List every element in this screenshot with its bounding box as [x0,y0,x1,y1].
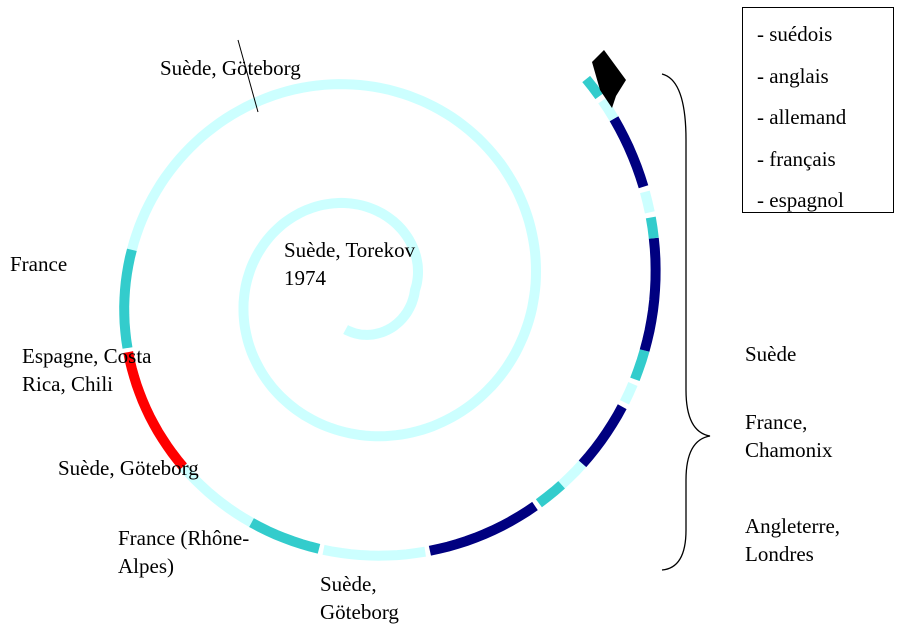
right-label: Angleterre, Londres [745,514,841,566]
legend-item: - suédois [757,22,833,46]
spiral-segment [630,349,650,382]
label: Suède, Göteborg [58,456,199,480]
label: Espagne, Costa Rica, Chili [22,344,152,396]
legend-item: - français [757,146,836,171]
spiral-segment [428,501,538,556]
spiral-segment [535,480,565,508]
legend-item: - espagnol [757,188,844,212]
spiral-segment [249,518,321,554]
pointer-line [237,39,259,113]
right-label: France, Chamonix [745,410,833,462]
spiral-segment [127,79,542,442]
label: Suède, Torekov 1974 [284,238,416,290]
spiral-segment [558,460,587,489]
label: Suède, Göteborg [160,56,301,80]
label: France [10,252,68,276]
spiral-segment [609,116,649,189]
brace [661,73,711,571]
legend-item: - anglais [757,63,829,88]
legend: - suédois - anglais - allemand - françai… [742,7,894,213]
spiral-segment [123,351,188,470]
spiral-segment [578,404,627,468]
spiral-segment [640,190,655,214]
spiral-segment [582,75,604,100]
right-label: Suède [745,342,797,366]
spiral-segment [179,463,255,527]
label: France (Rhône-Alpes) [118,526,250,578]
spiral [119,75,661,561]
arrow-head [592,50,626,108]
spiral-segment [645,216,659,239]
legend-item: - allemand [757,105,847,129]
spiral-segment [598,97,619,122]
spiral-segment [119,248,137,349]
spiral-segment [639,237,661,352]
label: Suède, Göteborg [320,572,399,624]
spiral-segment [322,544,426,561]
spiral-segment [619,382,638,405]
